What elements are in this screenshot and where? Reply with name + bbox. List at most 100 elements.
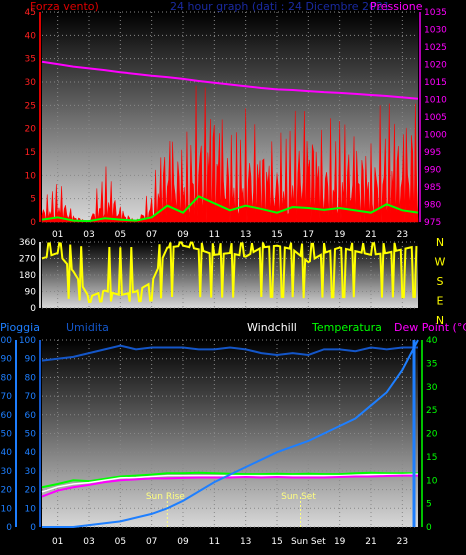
humidity-tick-label: 30 <box>25 467 37 477</box>
compass-label: W <box>435 256 446 269</box>
rain-tick-label: 100 <box>0 336 12 346</box>
temperature-tick-label: 10 <box>426 476 438 486</box>
header-temperatura: Temperatura <box>312 321 382 334</box>
temperature-tick-label: 30 <box>426 383 438 393</box>
header-title: 24 hour graph (dati : 24 Dicembre 2021 <box>170 0 391 13</box>
pressure-tick-label: 1025 <box>424 43 447 53</box>
rain-tick-label: 40 <box>1 448 13 458</box>
rain-tick-label: 60 <box>1 411 13 421</box>
wind-tick-label: 15 <box>25 148 36 158</box>
pressure-tick-label: 975 <box>424 218 441 228</box>
pressure-tick-label: 985 <box>424 183 441 193</box>
x-tick-label-bottom: 21 <box>365 537 376 547</box>
rain-tick-label: 90 <box>1 355 13 365</box>
pressure-tick-label: 1010 <box>424 96 447 106</box>
humidity-tick-label: 40 <box>25 448 37 458</box>
temperature-tick-label: 20 <box>426 430 438 440</box>
x-tick-label: 23 <box>397 230 408 240</box>
pressure-tick-label: 1030 <box>424 26 447 36</box>
header-umidita: Umidita <box>66 321 109 334</box>
wind-direction-line <box>41 241 418 303</box>
humidity-tick-label: 80 <box>25 373 37 383</box>
header-pioggia: Pioggia <box>0 321 40 334</box>
humidity-tick-label: 90 <box>25 355 37 365</box>
humidity-tick-label: 20 <box>25 486 37 496</box>
dewpoint-line <box>41 474 418 498</box>
sunrise-label: Sun Rise <box>146 492 185 502</box>
humidity-tick-label: 0 <box>30 523 36 533</box>
x-tick-label: 15 <box>271 230 282 240</box>
rain-tick-label: 80 <box>1 373 13 383</box>
wind-tick-label: 45 <box>25 8 36 18</box>
rain-tick-label: 50 <box>1 430 13 440</box>
compass-label: N <box>436 314 444 327</box>
x-tick-label: 05 <box>115 230 126 240</box>
humidity-tick-label: 70 <box>25 392 37 402</box>
temperature-tick-label: 15 <box>426 453 437 463</box>
pressure-tick-label: 980 <box>424 201 441 211</box>
direction-tick-label: 360 <box>19 238 36 248</box>
direction-tick-label: 270 <box>19 255 36 265</box>
x-tick-label: 17 <box>303 230 314 240</box>
x-tick-label-bottom: Sun Set <box>291 537 326 547</box>
x-tick-label-bottom: 09 <box>177 537 189 547</box>
direction-tick-label: 0 <box>30 304 36 314</box>
rain-tick-label: 10 <box>1 504 13 514</box>
wind-tick-label: 0 <box>30 218 36 228</box>
header-forza-vento: Forza vento) <box>30 0 99 13</box>
header-pressione: Pressione <box>370 0 423 13</box>
wind-tick-label: 10 <box>25 171 37 181</box>
header-windchill: Windchill <box>247 321 297 334</box>
temperature-tick-label: 35 <box>426 359 437 369</box>
compass-label: N <box>436 236 444 249</box>
rain-tick-label: 30 <box>1 467 13 477</box>
temperature-tick-label: 0 <box>426 523 432 533</box>
wind-tick-label: 20 <box>25 125 37 135</box>
humidity-tick-label: 50 <box>25 430 37 440</box>
pressure-tick-label: 1005 <box>424 113 447 123</box>
x-tick-label: 21 <box>365 230 376 240</box>
pressure-tick-label: 990 <box>424 166 441 176</box>
x-tick-label-bottom: 11 <box>209 537 220 547</box>
x-tick-label: 13 <box>240 230 251 240</box>
pressure-tick-label: 1020 <box>424 61 447 71</box>
wind-tick-label: 40 <box>25 31 37 41</box>
temperature-tick-label: 40 <box>426 336 438 346</box>
pressure-line <box>41 60 419 100</box>
compass-label: E <box>437 295 444 308</box>
pressure-tick-label: 1000 <box>424 131 447 141</box>
rain-tick-label: 70 <box>1 392 13 402</box>
rain-tick-label: 20 <box>1 486 13 496</box>
x-tick-label-bottom: 15 <box>271 537 282 547</box>
pressure-tick-label: 995 <box>424 148 441 158</box>
humidity-tick-label: 60 <box>25 411 37 421</box>
pressure-tick-label: 1015 <box>424 78 447 88</box>
wind-tick-label: 25 <box>25 101 36 111</box>
pressure-tick-label: 1035 <box>424 8 447 18</box>
x-tick-label: 01 <box>52 230 63 240</box>
direction-tick-label: 180 <box>19 271 36 281</box>
temperature-tick-label: 25 <box>426 406 437 416</box>
x-tick-label-bottom: 01 <box>52 537 63 547</box>
x-tick-label: 07 <box>146 230 157 240</box>
temperature-tick-label: 5 <box>426 500 432 510</box>
rain-line <box>42 339 419 528</box>
wind-tick-label: 30 <box>25 78 37 88</box>
sunset-label: Sun Set <box>281 492 316 502</box>
x-tick-label: 03 <box>83 230 94 240</box>
x-tick-label-bottom: 07 <box>146 537 157 547</box>
direction-tick-label: 90 <box>25 288 37 298</box>
compass-label: S <box>437 275 444 288</box>
x-tick-label-bottom: 05 <box>115 537 126 547</box>
panel-wind-bg <box>42 12 418 222</box>
x-tick-label-bottom: 23 <box>397 537 408 547</box>
x-tick-label-bottom: 03 <box>83 537 94 547</box>
wind-tick-label: 35 <box>25 55 36 65</box>
humidity-line <box>41 344 418 362</box>
humidity-tick-label: 100 <box>19 336 36 346</box>
x-tick-label: 09 <box>177 230 189 240</box>
rain-tick-label: 0 <box>6 523 12 533</box>
x-tick-label: 19 <box>334 230 346 240</box>
